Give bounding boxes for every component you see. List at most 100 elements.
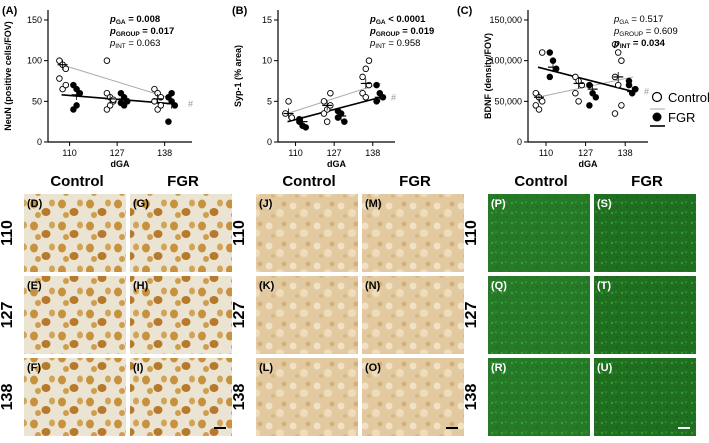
stat-line: pGROUP = 0.609	[613, 26, 678, 38]
row-label: 110	[463, 220, 480, 246]
micrograph-image	[594, 358, 696, 436]
micrograph-panel-label: (E)	[27, 280, 42, 292]
significance-hash: #	[188, 99, 193, 109]
data-point	[73, 102, 80, 109]
column-label: Control	[50, 173, 103, 190]
micrograph-block-0: Control FGR 110 (D) (G) 127 (E) (H) 138 (F) (I)	[0, 173, 232, 436]
data-point	[62, 81, 70, 89]
significance-hash: #	[391, 92, 396, 102]
micrograph-tint	[488, 276, 590, 354]
micrograph-panel-label: (S)	[597, 198, 612, 210]
y-tick-label: 50,000	[494, 96, 522, 106]
y-tick-label: 0	[267, 137, 272, 147]
stat-line: pINT = 0.034	[613, 38, 666, 50]
data-point	[586, 102, 593, 109]
micrograph-panel-label: (O)	[365, 362, 381, 374]
x-tick-label: 127	[327, 148, 342, 158]
micrograph-image	[24, 194, 126, 272]
micrograph-image	[488, 276, 590, 354]
data-point	[327, 89, 334, 97]
data-point	[373, 81, 380, 89]
legend-control-marker	[651, 91, 663, 103]
micrograph-panel-label: (K)	[259, 280, 275, 292]
x-tick-label: 138	[157, 148, 172, 158]
row-label: 138	[231, 384, 248, 411]
y-axis-label: NeuN (positive cells/FOV)	[3, 21, 13, 131]
stat-line: pGA = 0.008	[109, 14, 160, 26]
y-tick-label: 5	[267, 96, 272, 106]
legend-fgr-label: FGR	[668, 110, 695, 125]
row-label: 127	[0, 302, 16, 329]
stat-line: pINT = 0.063	[109, 38, 160, 50]
y-tick-label: 0	[517, 137, 522, 147]
data-point	[618, 102, 625, 109]
y-tick-label: 0	[37, 137, 42, 147]
micrograph-tint	[594, 194, 696, 272]
micrograph-image	[24, 358, 126, 436]
micrograph-image	[594, 194, 696, 272]
y-tick-label: 100,000	[489, 56, 522, 66]
micrograph-image	[362, 194, 464, 272]
micrograph-tint	[594, 276, 696, 354]
stat-line: pGROUP = 0.019	[369, 26, 434, 38]
y-tick-label: 15	[262, 15, 272, 25]
data-point	[373, 98, 380, 105]
micrograph-panel-label: (T)	[597, 280, 611, 292]
micrograph-panel-label: (D)	[27, 198, 43, 210]
data-point	[288, 114, 296, 121]
column-label: FGR	[399, 173, 431, 190]
micrograph-image	[130, 194, 232, 272]
row-label: 138	[463, 384, 480, 411]
micrograph-image	[362, 358, 464, 436]
y-tick-label: 50	[32, 96, 42, 106]
data-point	[618, 57, 625, 64]
micrograph-panel-label: (N)	[365, 280, 381, 292]
data-point	[572, 89, 579, 97]
x-axis-label: dGA	[111, 159, 130, 169]
x-tick-label: 127	[110, 148, 125, 158]
chart-2: (C) BDNF (density/FOV) 0 50,000 100,000 150,0…	[457, 5, 678, 169]
row-label: 127	[231, 302, 248, 329]
micrograph-image	[24, 276, 126, 354]
data-point	[614, 49, 622, 56]
x-axis-label: dGA	[579, 159, 598, 169]
micrograph-panel-label: (M)	[365, 198, 382, 210]
micrograph-panel-label: (P)	[491, 198, 506, 210]
stat-line: pINT = 0.958	[369, 38, 420, 50]
stat-line: pGA < 0.0001	[369, 14, 426, 26]
data-point	[157, 102, 165, 109]
micrograph-panel-label: (I)	[133, 362, 144, 374]
micrograph-panel-label: (G)	[133, 198, 149, 210]
data-point	[320, 110, 328, 117]
micrograph-block-1: Control FGR 110 (J) (M) 127 (K) (N) 138 (L) (O)	[231, 173, 464, 436]
data-point	[586, 81, 593, 89]
data-point	[362, 65, 370, 73]
data-point	[546, 73, 554, 81]
data-point	[611, 110, 619, 117]
y-axis-label: Syp-1 (% area)	[233, 45, 243, 107]
micrograph-image	[256, 276, 358, 354]
data-point	[362, 94, 370, 101]
micrograph-panel-label: (J)	[259, 198, 273, 210]
data-point	[285, 98, 292, 105]
data-point	[359, 73, 366, 81]
x-axis-label: dGA	[327, 159, 346, 169]
micrograph-tint	[488, 194, 590, 272]
data-point	[538, 98, 546, 105]
data-point	[546, 49, 554, 56]
micrograph-panel-label: (L)	[259, 362, 273, 374]
row-label: 110	[0, 220, 16, 246]
stat-line: pGROUP = 0.017	[109, 26, 174, 38]
micrograph-tint	[488, 358, 590, 436]
micrograph-tint	[594, 358, 696, 436]
legend-fgr-marker	[652, 112, 662, 122]
x-tick-label: 138	[365, 148, 380, 158]
data-point	[103, 57, 111, 64]
micrograph-panel-label: (R)	[491, 362, 507, 374]
series-trend-line	[61, 64, 173, 100]
legend-control-label: Control	[668, 90, 709, 105]
data-point	[592, 94, 600, 101]
data-point	[538, 49, 546, 56]
micrograph-image	[362, 276, 464, 354]
